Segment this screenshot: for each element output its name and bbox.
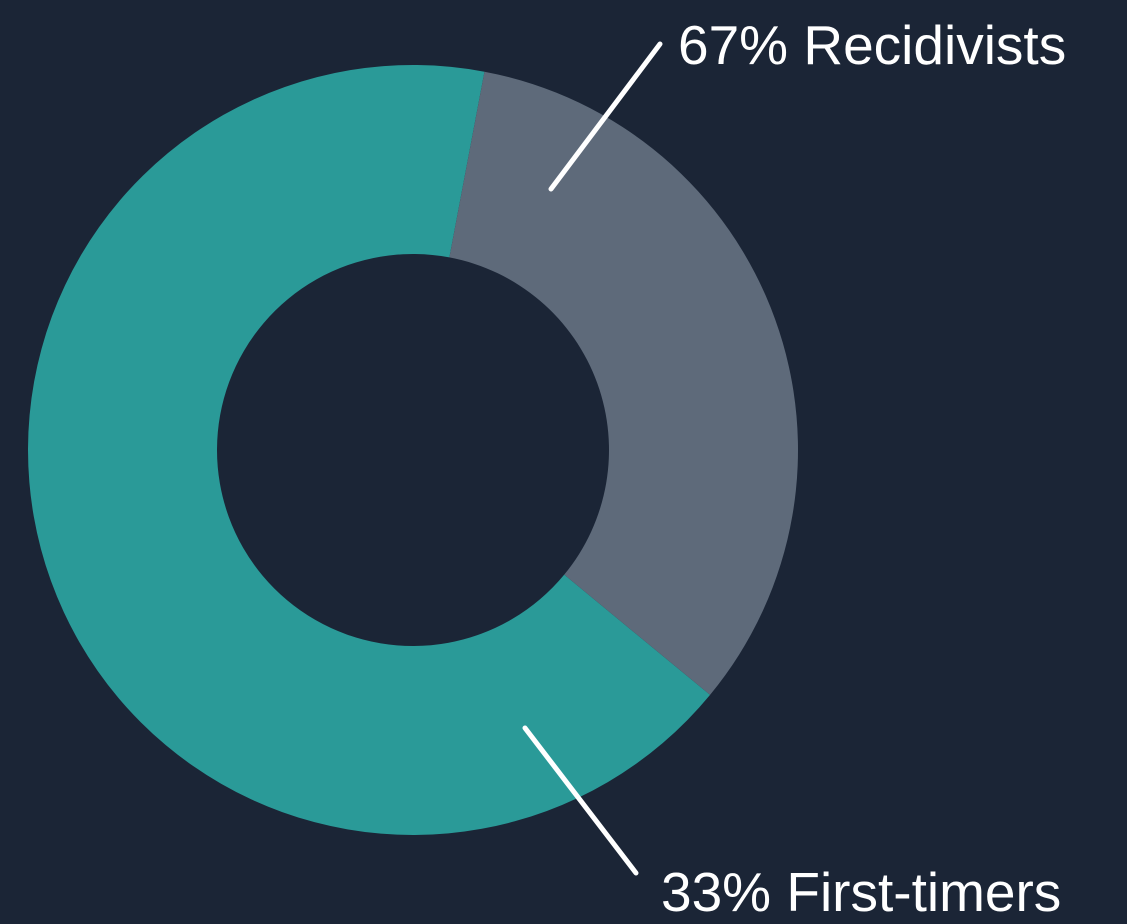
slice-first-timers	[449, 71, 798, 695]
leader-line-first-timers	[522, 725, 639, 876]
slice-recidivists	[27, 64, 711, 835]
slices-group	[27, 64, 798, 835]
leader-line-recidivists	[548, 41, 663, 192]
leader-lines	[522, 41, 663, 876]
label-recidivists: 67% Recidivists	[678, 14, 1066, 76]
label-first-timers: 33% First-timers	[661, 861, 1061, 923]
